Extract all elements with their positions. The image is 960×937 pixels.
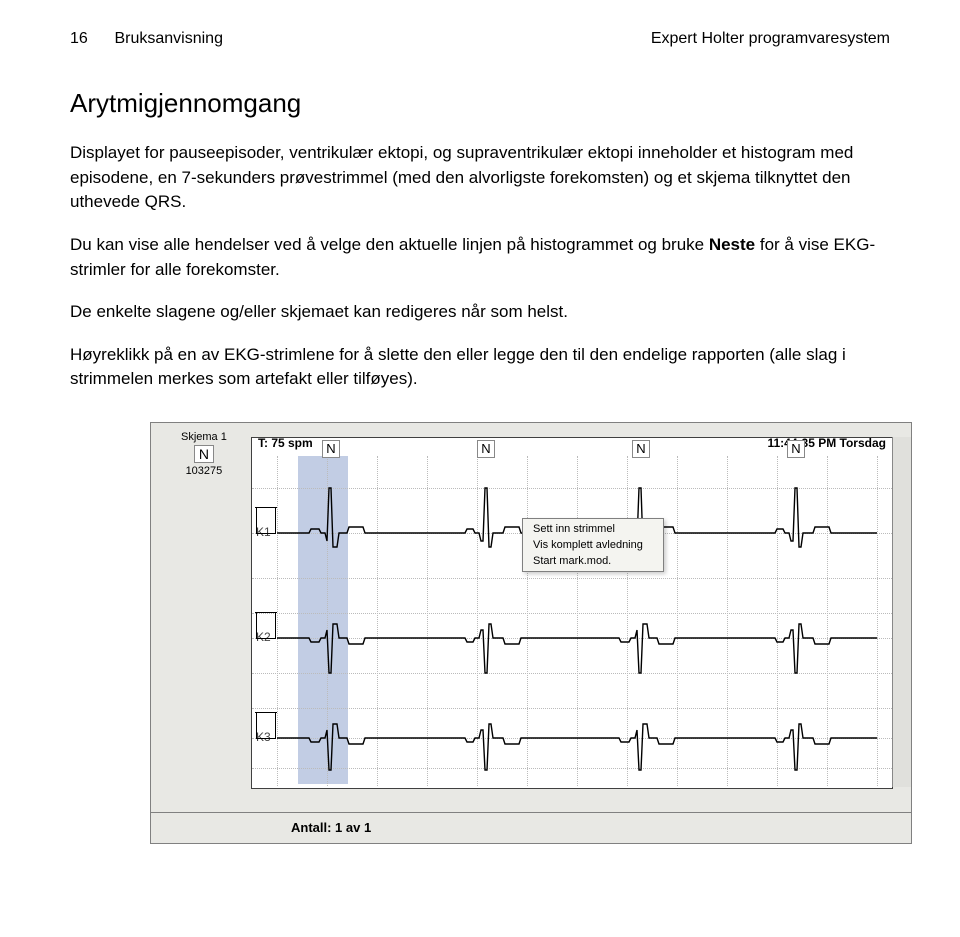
page-number: 16 bbox=[70, 30, 88, 47]
page-header: 16 Bruksanvisning Expert Holter programv… bbox=[70, 30, 890, 48]
section-heading: Arytmigjennomgang bbox=[70, 88, 890, 119]
doc-title-left: Bruksanvisning bbox=[114, 30, 223, 47]
paragraph-4: Høyreklikk på en av EKG-strimlene for å … bbox=[70, 343, 890, 392]
paragraph-2: Du kan vise alle hendelser ved å velge d… bbox=[70, 233, 890, 282]
ecg-trace bbox=[277, 724, 877, 770]
menu-start-mark-mod[interactable]: Start mark.mod. bbox=[523, 553, 663, 569]
skjema-beat-type[interactable]: N bbox=[194, 445, 214, 463]
ecg-screenshot: Skjema 1 N 103275 T: 75 spm 11:44:35 PM … bbox=[150, 422, 912, 844]
context-menu[interactable]: Sett inn strimmel Vis komplett avledning… bbox=[522, 518, 664, 572]
skjema-count: 103275 bbox=[181, 465, 227, 477]
status-bar: Antall: 1 av 1 bbox=[151, 812, 911, 843]
skjema-title: Skjema 1 bbox=[181, 431, 227, 443]
ecg-trace bbox=[277, 624, 877, 673]
doc-title-right: Expert Holter programvaresystem bbox=[651, 30, 890, 48]
ecg-traces bbox=[252, 438, 892, 788]
skjema-panel: Skjema 1 N 103275 bbox=[181, 431, 227, 477]
menu-show-full-lead[interactable]: Vis komplett avledning bbox=[523, 537, 663, 553]
paragraph-1: Displayet for pauseepisoder, ventrikulær… bbox=[70, 141, 890, 215]
vertical-scrollbar[interactable] bbox=[892, 437, 911, 787]
status-count: Antall: 1 av 1 bbox=[291, 820, 371, 835]
paragraph-3: De enkelte slagene og/eller skjemaet kan… bbox=[70, 300, 890, 325]
ecg-strip-panel[interactable]: T: 75 spm 11:44:35 PM Torsdag NNNN K1 K2… bbox=[251, 437, 893, 789]
neste-bold: Neste bbox=[709, 235, 755, 254]
menu-insert-strip[interactable]: Sett inn strimmel bbox=[523, 521, 663, 537]
